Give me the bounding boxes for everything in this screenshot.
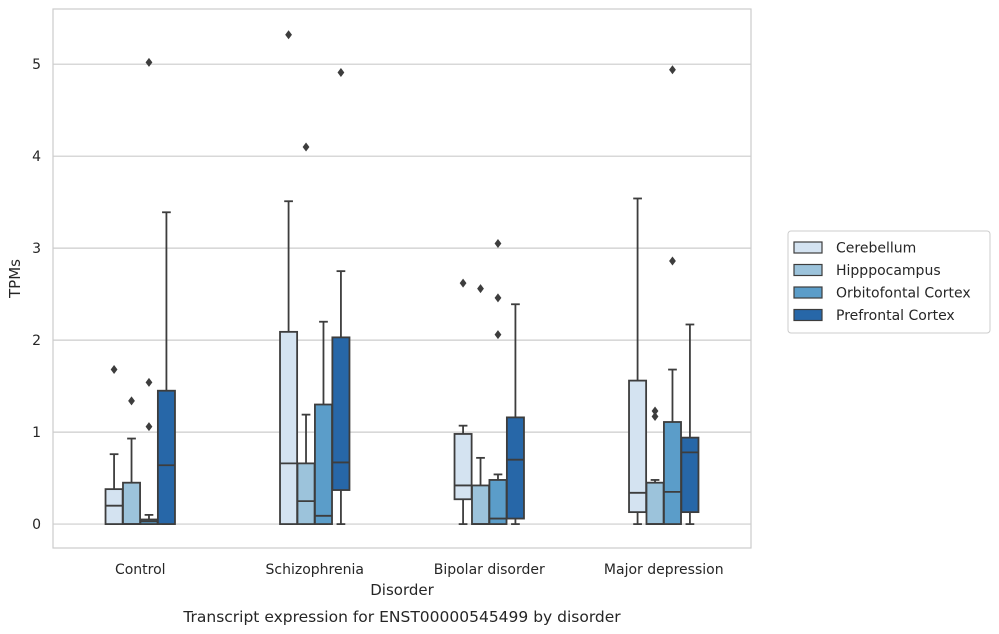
box-iqr (488, 479, 508, 525)
box-3-2 (663, 65, 682, 525)
outlier-point (494, 330, 502, 340)
y-tick-label: 0 (32, 517, 41, 533)
legend-frame (787, 230, 991, 334)
y-tick-labels: 0 1 2 3 4 5 (32, 57, 41, 533)
y-tick-label: 2 (32, 333, 41, 349)
outlier-point (285, 30, 292, 40)
outlier-point (110, 365, 118, 375)
box-iqr (314, 403, 333, 525)
box-iqr (279, 330, 299, 525)
box-1-0 (279, 30, 299, 525)
x-tick-label: Schizophrenia (266, 562, 364, 578)
outlier-point (459, 278, 467, 288)
x-tick-label: Control (115, 562, 166, 578)
box-iqr (331, 336, 351, 491)
legend-swatch (793, 263, 823, 277)
outlier-point (145, 377, 153, 387)
box-iqr (645, 481, 665, 525)
legend-label: Cerebellum (836, 241, 916, 257)
y-axis-title: TPMs (6, 259, 24, 299)
outlier-point (651, 406, 659, 416)
box-iqr (505, 416, 525, 520)
box-0-0 (104, 365, 124, 525)
box-iqr (471, 484, 490, 525)
outlier-point (477, 284, 484, 294)
box-1-3 (331, 67, 351, 525)
y-tick-label: 4 (32, 149, 41, 165)
outlier-point (128, 396, 135, 406)
y-tick-label: 5 (32, 57, 41, 73)
outlier-point (302, 142, 310, 152)
box-0-3 (156, 211, 176, 525)
legend-label: Prefrontal Cortex (836, 308, 955, 324)
legend-label: Hipppocampus (836, 263, 941, 279)
outlier-point (651, 411, 659, 421)
x-tick-label: Bipolar disorder (434, 562, 545, 578)
box-iqr (296, 462, 316, 525)
box-iqr (104, 488, 124, 525)
outlier-point (145, 57, 153, 67)
box-3-0 (628, 197, 648, 525)
box-3-3 (680, 323, 700, 525)
x-tick-labels: Control Schizophrenia Bipolar disorder Majo… (115, 562, 724, 578)
box-iqr (122, 481, 141, 525)
legend-swatch (793, 308, 823, 322)
box-2-0 (453, 278, 473, 525)
outlier-point (669, 65, 676, 75)
box-iqr (663, 421, 682, 525)
box-iqr (680, 436, 700, 514)
x-tick-label: Major depression (604, 562, 724, 578)
box-2-1 (471, 284, 490, 525)
outlier-point (494, 239, 502, 249)
legend-swatch (793, 286, 823, 299)
box-0-1 (122, 396, 141, 525)
box-2-3 (505, 303, 525, 525)
outlier-point (337, 67, 345, 77)
y-tick-label: 3 (32, 241, 41, 257)
box-1-2 (314, 320, 333, 525)
outlier-point (145, 422, 153, 432)
box-iqr (453, 433, 473, 501)
outlier-point (494, 293, 502, 303)
outlier-point (669, 256, 676, 266)
box-3-1 (645, 406, 665, 525)
box-iqr (628, 379, 648, 514)
plot-frame (52, 8, 752, 549)
chart-caption: Transcript expression for ENST0000054549… (182, 608, 621, 626)
box-1-1 (296, 142, 316, 525)
legend-label: Orbitofontal Cortex (836, 286, 971, 302)
y-tick-label: 1 (32, 425, 41, 441)
x-axis-title: Disorder (370, 581, 434, 599)
box-groups (104, 30, 700, 525)
box-iqr (156, 389, 176, 525)
legend: Cerebellum Hipppocampus Orbitofontal Corte… (787, 230, 991, 334)
legend-swatch (793, 241, 823, 254)
